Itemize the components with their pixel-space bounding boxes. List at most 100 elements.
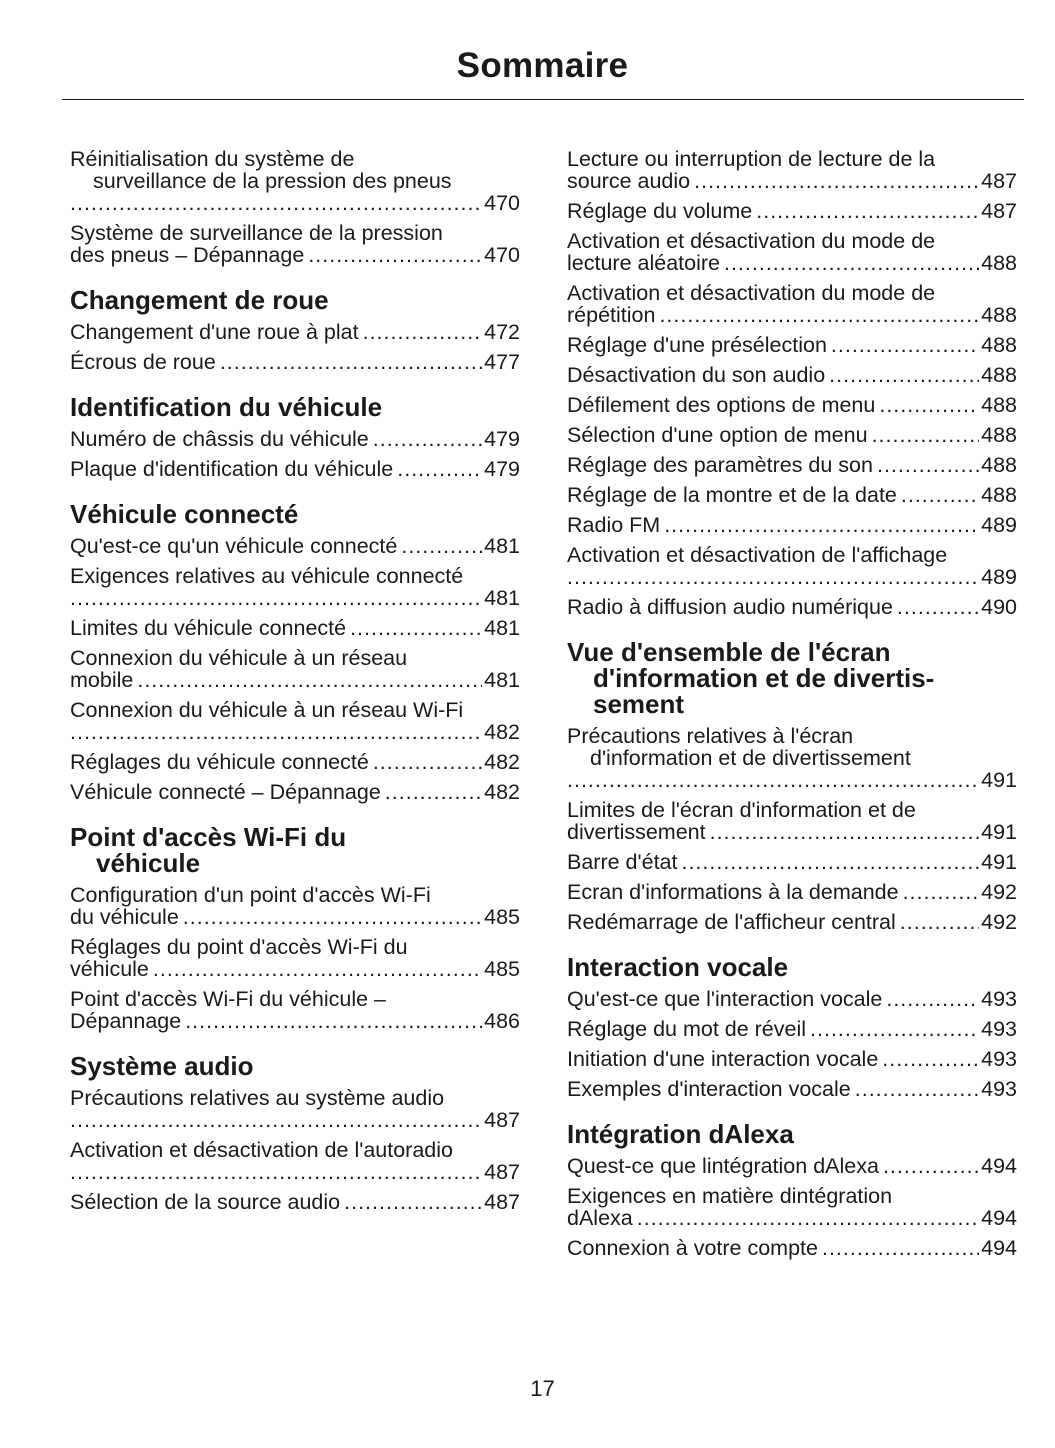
section-heading: Identification du véhicule [70,394,520,420]
entry-page-number: 493 [981,1047,1017,1071]
dot-leader [879,394,979,416]
toc-entry[interactable]: Qu'est-ce que l'interaction vocale 493 [567,988,1017,1010]
entry-title-line: Réinitialisation du système de [70,147,355,171]
toc-entry[interactable]: Réglages du véhicule connecté 482 [70,751,520,773]
entry-title-line: Configuration d'un point d'accès Wi-Fi [70,883,431,907]
entry-title-line: Réglage du volume [567,199,753,223]
entry-title-line: répétition [567,303,656,327]
entry-title-line: Activation et désactivation de l'afficha… [567,543,948,567]
dot-leader [694,170,979,192]
dot-leader [308,244,482,266]
entry-title-line: Réglages du point d'accès Wi-Fi du [70,935,408,959]
section-heading-line: Point d'accès Wi-Fi du [70,822,347,852]
toc-entry[interactable]: Véhicule connecté – Dépannage 482 [70,781,520,803]
dot-leader [70,192,482,214]
entry-last-line: véhicule 485 [70,958,520,980]
toc-section: Interaction vocale Qu'est-ce que l'intera… [567,954,1017,1100]
entry-page-number: 489 [981,513,1017,537]
entry-title-line: Qu'est-ce que l'interaction vocale [567,987,883,1011]
section-heading: Intégration dAlexa [567,1121,1017,1147]
section-heading: Interaction vocale [567,954,1017,980]
toc-entry[interactable]: Configuration d'un point d'accès Wi-Fi du… [70,884,520,928]
toc-entry[interactable]: Numéro de châssis du véhicule 479 [70,428,520,450]
entry-page-number: 481 [484,668,520,692]
toc-entry[interactable]: Sélection de la source audio 487 [70,1191,520,1213]
entry-title-line: divertissement [567,820,706,844]
toc-entry[interactable]: Initiation d'une interaction vocale 493 [567,1048,1017,1070]
entry-last-line: 470 [70,192,520,214]
entry-title-line: Numéro de châssis du véhicule [70,427,369,451]
entry-last-line: du véhicule 485 [70,906,520,928]
dot-leader [70,1161,482,1183]
toc-entry[interactable]: Réglage des paramètres du son 488 [567,454,1017,476]
entry-page-number: 481 [484,586,520,610]
toc-entry[interactable]: Réglage d'une présélection 488 [567,334,1017,356]
entry-last-line: Qu'est-ce qu'un véhicule connecté 481 [70,535,520,557]
page-title: Sommaire [456,46,629,85]
toc-entry[interactable]: Radio à diffusion audio numérique 490 [567,596,1017,618]
toc-entry[interactable]: Exigences relatives au véhicule connecté… [70,565,520,609]
toc-entry[interactable]: Lecture ou interruption de lecture de la… [567,148,1017,192]
toc-entry[interactable]: Limites du véhicule connecté 481 [70,617,520,639]
toc-entry[interactable]: Changement d'une roue à plat 472 [70,321,520,343]
toc-section: Système audio Précautions relatives au sy… [70,1053,520,1213]
dot-leader [897,596,979,618]
section-heading: Véhicule connecté [70,501,520,527]
entry-last-line: des pneus – Dépannage 470 [70,244,520,266]
dot-leader [70,587,482,609]
entry-title-line: Réglage d'une présélection [567,333,827,357]
toc-entry[interactable]: Activation et désactivation de l'autorad… [70,1139,520,1183]
dot-leader [401,535,482,557]
toc-entry[interactable]: Activation et désactivation de l'afficha… [567,544,1017,588]
toc-entry[interactable]: Point d'accès Wi-Fi du véhicule – Dépanna… [70,988,520,1032]
toc-entry[interactable]: Désactivation du son audio 488 [567,364,1017,386]
toc-entry[interactable]: Qu'est-ce qu'un véhicule connecté 481 [70,535,520,557]
toc-entry[interactable]: Défilement des options de menu 488 [567,394,1017,416]
toc-entry[interactable]: Connexion à votre compte 494 [567,1237,1017,1259]
entry-page-number: 494 [981,1154,1017,1178]
toc-entry[interactable]: Écrous de roue 477 [70,351,520,373]
toc-entry[interactable]: Ecran d'informations à la demande 492 [567,881,1017,903]
entry-last-line: 482 [70,721,520,743]
entry-title-line: Réglage des paramètres du son [567,453,873,477]
dot-leader [903,881,980,903]
toc-entry[interactable]: Plaque d'identification du véhicule 479 [70,458,520,480]
entry-title-line: d'information et de divertissement [590,746,911,770]
toc-entry[interactable]: Connexion du véhicule à un réseau Wi-Fi 4… [70,699,520,743]
toc-entry[interactable]: Réglage du mot de réveil 493 [567,1018,1017,1040]
entry-last-line: Réglage des paramètres du son 488 [567,454,1017,476]
toc-entry[interactable]: Réglage du volume 487 [567,200,1017,222]
toc-section: Vue d'ensemble de l'écran d'information e… [567,639,1017,933]
toc-entry[interactable]: Exemples d'interaction vocale 493 [567,1078,1017,1100]
toc-entry[interactable]: Réglages du point d'accès Wi-Fi du véhicu… [70,936,520,980]
entry-last-line: Limites du véhicule connecté 481 [70,617,520,639]
entry-page-number: 491 [981,850,1017,874]
toc-entry[interactable]: Quest-ce que lintégration dAlexa 494 [567,1155,1017,1177]
toc-entry[interactable]: Réinitialisation du système de surveillan… [70,148,520,214]
toc-entry[interactable]: Activation et désactivation du mode de ré… [567,282,1017,326]
entry-last-line: Désactivation du son audio 488 [567,364,1017,386]
entry-title-line: Quest-ce que lintégration dAlexa [567,1154,879,1178]
toc-entry[interactable]: Sélection d'une option de menu 488 [567,424,1017,446]
entry-title-line: Désactivation du son audio [567,363,826,387]
entry-title-line: des pneus – Dépannage [70,243,305,267]
section-heading: Vue d'ensemble de l'écran d'information e… [567,639,1017,717]
entry-last-line: Dépannage 486 [70,1010,520,1032]
entry-last-line: Connexion à votre compte 494 [567,1237,1017,1259]
toc-entry[interactable]: Précautions relatives au système audio 48… [70,1087,520,1131]
entry-last-line: Écrous de roue 477 [70,351,520,373]
entry-last-line: Radio à diffusion audio numérique 490 [567,596,1017,618]
toc-entry[interactable]: Précautions relatives à l'écran d'informa… [567,725,1017,791]
toc-entry[interactable]: Barre d'état 491 [567,851,1017,873]
toc-entry[interactable]: Système de surveillance de la pression de… [70,222,520,266]
toc-entry[interactable]: Réglage de la montre et de la date 488 [567,484,1017,506]
entry-title-line: Activation et désactivation du mode de [567,229,936,253]
toc-entry[interactable]: Redémarrage de l'afficheur central 492 [567,911,1017,933]
toc-entry[interactable]: Activation et désactivation du mode de le… [567,230,1017,274]
toc-column-left: Réinitialisation du système de surveillan… [70,148,520,1221]
entry-page-number: 488 [981,333,1017,357]
toc-entry[interactable]: Limites de l'écran d'information et de di… [567,799,1017,843]
toc-entry[interactable]: Radio FM 489 [567,514,1017,536]
